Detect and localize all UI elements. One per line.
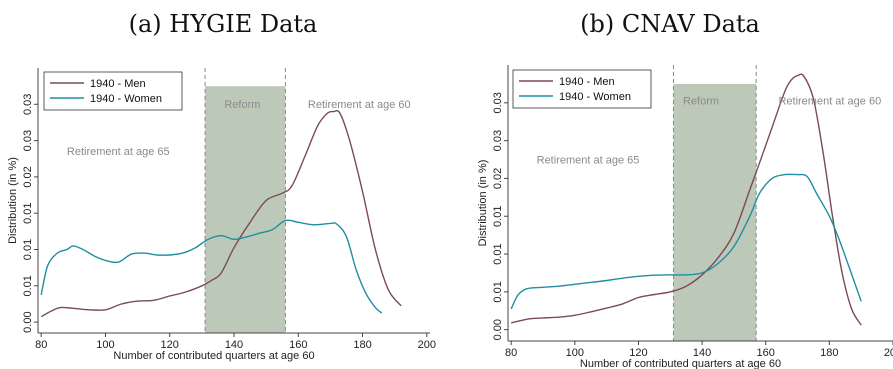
legend-label-men: 1940 - Men — [90, 78, 146, 90]
x-tick-label: 200 — [418, 339, 436, 351]
chart-cnav: 0.00 0.01 0.01 0.01 0.02 0.03 0.03 80 100 120 140 1… — [477, 65, 893, 369]
y-tick-label: 0.03 — [492, 130, 504, 151]
x-axis-title: Number of contributed quarters at age 60 — [113, 350, 314, 362]
x-tick-label: 120 — [629, 347, 647, 359]
legend-label-women: 1940 - Women — [559, 91, 631, 103]
legend-box — [43, 71, 183, 111]
panel-title-hygie: (a) HYGIE Data — [128, 10, 318, 38]
x-tick-label: 160 — [289, 339, 307, 351]
y-tick-label: 0.01 — [22, 239, 34, 260]
series-line-women — [510, 173, 862, 310]
x-tick-label: 80 — [505, 347, 517, 359]
x-tick-label: 140 — [693, 347, 711, 359]
reform-band — [205, 86, 286, 333]
y-tick-label: 0.03 — [22, 94, 34, 115]
series-line-men — [511, 73, 862, 326]
y-tick-label: 0.03 — [492, 92, 504, 113]
y-tick-label: 0.02 — [492, 168, 504, 189]
y-axis-title: Distribution (in %) — [477, 160, 489, 247]
series-line-women — [40, 219, 383, 314]
panel-hygie: (a) HYGIE Data 0.00 0.01 0.01 0.01 0.02 0.03 0… — [0, 0, 446, 369]
x-tick-label: 80 — [35, 339, 47, 351]
y-axis-title: Distribution (in %) — [7, 157, 19, 244]
y-tick-label: 0.00 — [492, 319, 504, 340]
y-tick-label: 0.01 — [492, 281, 504, 302]
x-tick-label: 200 — [884, 347, 893, 359]
y-tick-label: 0.03 — [22, 130, 34, 151]
panel-title-cnav: (b) CNAV Data — [580, 10, 760, 38]
chart-hygie: 0.00 0.01 0.01 0.01 0.02 0.03 0.03 80 100 120 140 1… — [7, 68, 436, 362]
y-tick-label: 0.01 — [22, 275, 34, 296]
annotation-label: Retirement at age 60 — [308, 99, 411, 111]
legend-box — [512, 69, 652, 109]
reform-band — [673, 83, 757, 341]
legend-label-men: 1940 - Men — [559, 76, 615, 88]
x-tick-label: 100 — [96, 339, 114, 351]
annotation-label: Retirement at age 65 — [537, 154, 640, 166]
panel-cnav: (b) CNAV Data 0.00 0.01 0.01 0.01 0.02 0.03 0.… — [447, 0, 893, 369]
x-tick-label: 180 — [353, 339, 371, 351]
y-tick-label: 0.01 — [22, 202, 34, 223]
y-tick-label: 0.00 — [22, 311, 34, 332]
y-tick-label: 0.02 — [22, 166, 34, 187]
x-tick-label: 140 — [225, 339, 243, 351]
x-tick-label: 120 — [161, 339, 179, 351]
x-axis-title: Number of contributed quarters at age 60 — [580, 358, 781, 369]
x-tick-label: 160 — [757, 347, 775, 359]
y-tick-label: 0.01 — [492, 243, 504, 264]
y-tick-label: 0.01 — [492, 206, 504, 227]
x-tick-label: 180 — [820, 347, 838, 359]
series-line-men — [40, 109, 402, 318]
annotation-label: Retirement at age 60 — [778, 96, 881, 108]
annotation-label: Reform — [683, 96, 719, 108]
annotation-label: Retirement at age 65 — [67, 146, 170, 158]
legend-label-women: 1940 - Women — [90, 93, 162, 105]
x-tick-label: 100 — [566, 347, 584, 359]
annotation-label: Reform — [224, 99, 260, 111]
